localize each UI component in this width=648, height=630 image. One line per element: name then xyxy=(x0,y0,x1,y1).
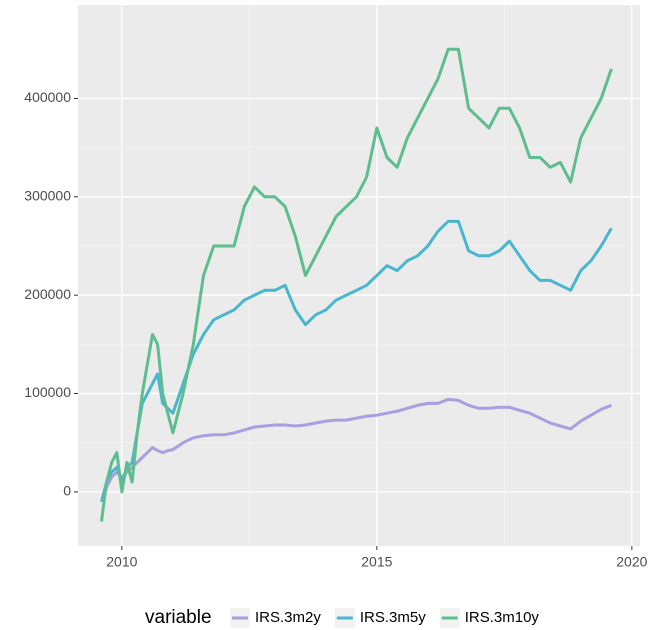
y-tick-label: 100000 xyxy=(24,384,71,400)
y-tick-label: 0 xyxy=(63,483,71,499)
y-tick-label: 200000 xyxy=(24,286,71,302)
series-line xyxy=(100,219,613,503)
x-tick-label: 2010 xyxy=(106,554,137,570)
series-line xyxy=(100,47,613,522)
legend-label: IRS.3m2y xyxy=(255,609,321,626)
lines xyxy=(100,47,613,522)
legend-label: IRS.3m5y xyxy=(360,609,426,626)
axes: 0 100000 200000 300000 400000 2010 2015 2020 xyxy=(24,89,647,570)
legend: variable IRS.3m2y IRS.3m5y IRS.3m10y xyxy=(145,607,539,628)
legend-title: variable xyxy=(145,607,212,628)
y-tick-label: 300000 xyxy=(24,188,71,204)
y-tick-label: 400000 xyxy=(24,89,71,105)
panel xyxy=(78,5,640,546)
legend-label: IRS.3m10y xyxy=(465,609,540,626)
series-line xyxy=(100,397,612,503)
x-tick-label: 2015 xyxy=(361,554,392,570)
x-tick-label: 2020 xyxy=(616,554,647,570)
